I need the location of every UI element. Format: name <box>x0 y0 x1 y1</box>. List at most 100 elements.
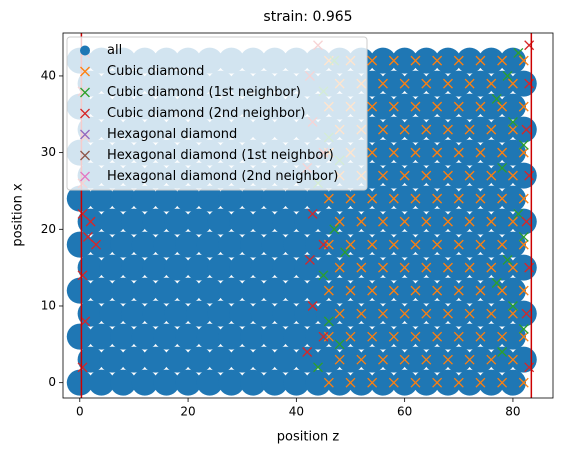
point <box>110 185 137 212</box>
x-tick-label: 40 <box>289 405 304 419</box>
point <box>378 262 388 273</box>
point <box>261 231 288 258</box>
point <box>304 255 315 265</box>
point <box>207 208 234 235</box>
point <box>318 239 329 250</box>
point <box>421 78 432 89</box>
point <box>369 277 396 304</box>
point <box>478 231 505 258</box>
point <box>413 139 440 166</box>
point <box>388 331 399 342</box>
point <box>153 369 180 396</box>
point <box>229 346 256 373</box>
point <box>196 231 223 258</box>
point <box>453 377 464 388</box>
point <box>334 339 345 350</box>
point <box>410 239 421 250</box>
point <box>432 147 443 158</box>
point <box>464 78 475 89</box>
point <box>497 239 508 250</box>
point <box>507 216 518 227</box>
legend-label: Hexagonal diamond (1st neighbor) <box>107 148 334 163</box>
point <box>497 347 508 357</box>
y-tick-label: 20 <box>41 222 56 236</box>
point <box>196 323 223 350</box>
point <box>185 346 212 373</box>
point <box>510 300 537 327</box>
point <box>497 147 508 158</box>
point <box>413 277 440 304</box>
point <box>250 208 277 235</box>
point <box>421 354 432 365</box>
point <box>131 277 158 304</box>
point <box>453 101 464 112</box>
point <box>229 208 256 235</box>
point <box>367 285 378 296</box>
point <box>434 93 461 120</box>
legend-label: all <box>107 43 122 58</box>
axes-frame <box>62 32 554 399</box>
point <box>229 254 256 281</box>
point <box>510 346 537 373</box>
point <box>467 70 494 97</box>
point <box>313 362 323 373</box>
point <box>499 93 526 120</box>
point <box>120 254 147 281</box>
point <box>434 277 461 304</box>
point <box>497 377 508 388</box>
point <box>497 331 508 342</box>
point <box>323 316 334 327</box>
point <box>445 70 472 97</box>
point <box>207 300 234 327</box>
point <box>348 277 375 304</box>
point <box>388 285 399 296</box>
point <box>91 239 101 250</box>
point <box>521 216 532 227</box>
point <box>507 124 518 135</box>
point <box>348 185 375 212</box>
point <box>434 47 461 74</box>
legend-marker <box>80 129 90 140</box>
point <box>240 185 267 212</box>
point <box>334 308 345 319</box>
point <box>443 354 453 365</box>
point <box>391 231 418 258</box>
point <box>378 308 388 319</box>
point <box>367 239 378 250</box>
point <box>524 78 535 89</box>
legend-label: Hexagonal diamond (2nd neighbor) <box>107 169 338 184</box>
point <box>402 208 429 235</box>
point <box>432 239 443 250</box>
point <box>424 208 451 235</box>
point <box>434 323 461 350</box>
point <box>218 323 245 350</box>
point <box>142 254 169 281</box>
point <box>507 308 518 319</box>
point <box>367 193 378 204</box>
point <box>486 354 497 365</box>
point <box>326 277 353 304</box>
point <box>131 369 158 396</box>
point <box>424 300 451 327</box>
point <box>340 247 351 258</box>
point <box>456 323 483 350</box>
plot-area <box>66 33 537 398</box>
point <box>432 55 443 66</box>
point <box>391 185 418 212</box>
point <box>88 277 115 304</box>
point <box>99 254 126 281</box>
point <box>499 231 526 258</box>
legend-marker <box>80 45 90 56</box>
point <box>518 331 529 342</box>
point <box>380 254 407 281</box>
point <box>521 124 532 135</box>
point <box>388 377 399 388</box>
point <box>359 300 386 327</box>
point <box>413 369 440 396</box>
point <box>318 270 329 281</box>
point <box>518 139 529 150</box>
point <box>486 308 497 319</box>
point <box>434 185 461 212</box>
point <box>345 193 356 204</box>
point <box>507 262 518 273</box>
